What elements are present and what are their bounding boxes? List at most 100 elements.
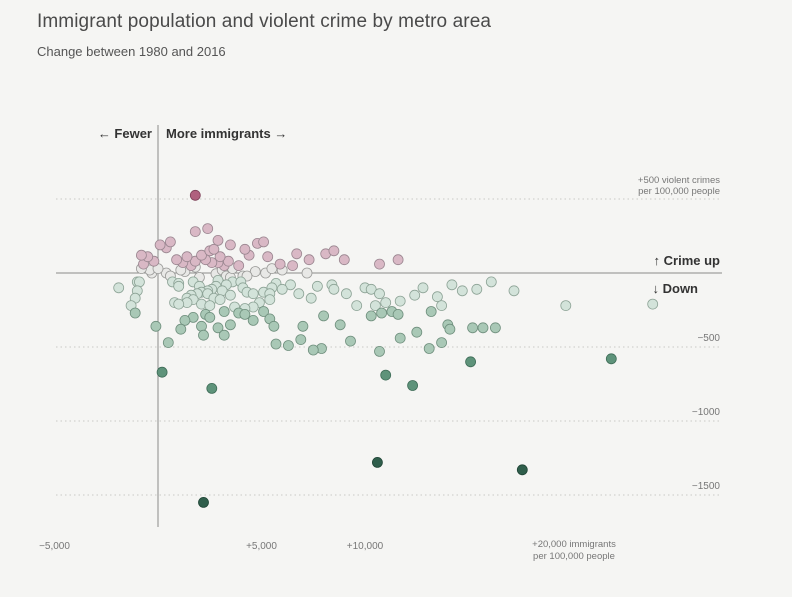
y-unit-label-line1: +500 violent crimes [638,175,720,186]
x-tick-label: +10,000 [347,541,384,552]
metro-point [328,245,340,257]
metro-point [605,353,617,365]
metro-point [173,280,185,292]
metro-point [471,283,483,295]
metro-point [164,236,176,248]
metro-point [392,308,404,320]
metro-point [334,319,346,331]
metro-point [394,332,406,344]
metro-point [156,366,168,378]
metro-point [181,251,193,263]
metro-point [340,288,352,300]
metro-point [380,369,392,381]
metro-point [175,323,187,335]
x-tick-label: −5,000 [39,541,70,552]
metro-point [467,322,479,334]
metro-point [392,254,404,266]
metro-point [129,307,141,319]
metro-point [212,322,224,334]
metro-point [365,283,377,295]
metro-point [208,243,220,255]
y-tick-label: −1500 [692,481,721,492]
metro-point [411,326,423,338]
metro-point [218,306,230,317]
metro-point [508,285,520,297]
metro-point [214,294,226,306]
metro-point [150,320,162,332]
metro-point [198,329,209,341]
metro-point [293,288,305,300]
metro-point [295,334,307,346]
metro-point [206,382,218,394]
metro-point [351,300,363,312]
metro-point [274,258,286,270]
metro-point [224,239,236,251]
metro-point [417,282,429,294]
metro-point [307,344,319,356]
metro-point [560,300,572,312]
metro-point [249,266,261,277]
x-tick-label: +5,000 [246,541,277,552]
metro-point [154,239,166,251]
metro-point [369,300,381,312]
metro-point [291,248,303,260]
x-unit-label-line1: +20,000 immigrants [532,539,616,550]
metro-point [224,319,236,331]
metro-point [407,380,419,391]
y-unit-label-line2: per 100,000 people [638,186,720,197]
metro-point [446,279,458,291]
metro-point [365,310,377,322]
metro-point [233,260,245,272]
metro-point [425,306,437,317]
metro-point [409,289,421,301]
metro-point [162,337,174,349]
metro-point [371,456,383,468]
metro-point [196,249,207,261]
metro-point [431,291,443,303]
metro-point [394,295,406,307]
metro-point [258,306,270,317]
metro-point [305,292,317,304]
more-immigrants-label: More immigrants → [166,126,287,141]
metro-point [222,255,234,267]
metro-point [239,243,251,255]
metro-point [318,310,330,322]
metro-point [374,258,385,270]
metro-point [218,329,230,341]
metro-point [338,254,350,266]
metro-point [301,267,313,279]
metro-point [135,249,147,261]
metro-point [444,323,456,335]
y-tick-label: −1000 [692,407,721,418]
y-tick-label: −500 [697,333,720,344]
grid-lines [56,198,722,496]
metro-point [311,280,323,292]
metro-point [133,276,145,288]
metro-point [196,320,207,332]
metro-point [276,283,288,295]
metro-point [247,314,259,326]
metro-point [113,282,125,294]
chart-subtitle: Change between 1980 and 2016 [37,44,226,59]
metro-point [345,335,356,347]
metro-point [239,308,251,320]
metro-point [202,223,214,235]
metro-point [198,496,209,508]
metro-point [189,226,201,238]
metro-point [224,289,236,301]
metro-point [268,320,280,332]
metro-point [465,356,477,368]
metro-point [285,279,296,291]
metro-point [436,300,448,312]
metro-point [456,285,468,297]
metro-point [489,322,501,334]
tick-labels: −5,000 +5,000 +10,000 −500 −1000 −1500 [39,333,720,552]
metro-point [270,338,282,350]
metro-point [477,322,489,334]
metro-point [189,189,201,201]
metro-point [485,276,497,288]
metro-point [204,311,216,323]
metro-point [171,254,183,266]
metro-point [287,260,299,272]
metro-point [264,294,276,306]
